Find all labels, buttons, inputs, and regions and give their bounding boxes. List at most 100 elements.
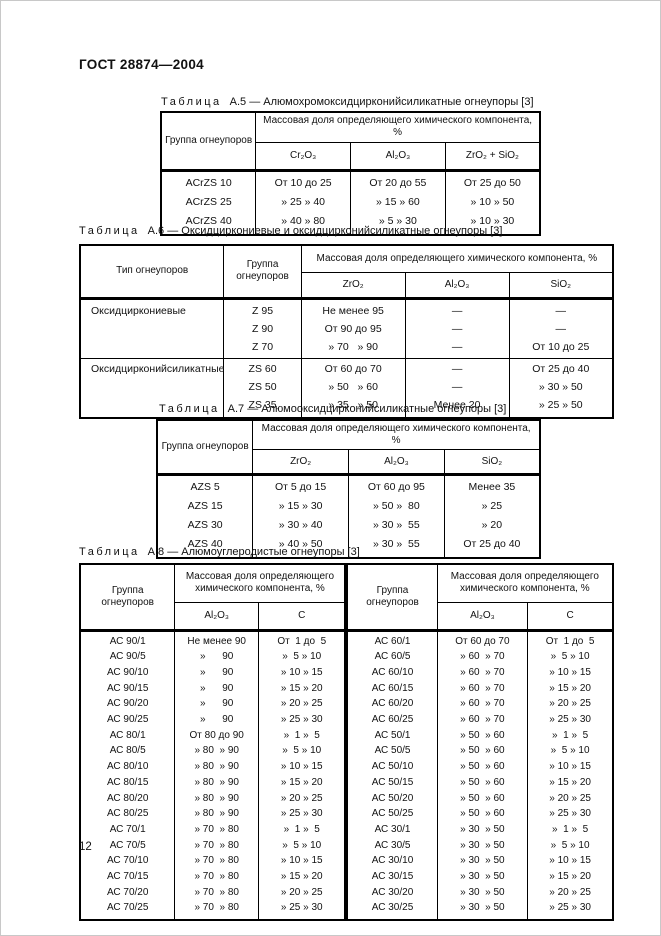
table-cell: » 25 » 30 — [527, 712, 614, 728]
column-header-type: Тип огнеупоров — [79, 244, 225, 299]
table-a5-title: Таблица А.5 — Алюмохромоксидцирконийсилик… — [161, 96, 534, 108]
column-header-al2o3: Al₂O₃ — [404, 271, 510, 299]
table-row: АС 90/15» 90» 15 » 20 АС 60/15» 60 » 70» … — [79, 680, 614, 697]
column-header-group-left: Группа огнеупоров — [79, 563, 176, 631]
table-cell: » 25 » 40 — [255, 192, 351, 212]
table-cell: AZS 40 — [156, 535, 254, 558]
table-cell: АС 50/1 — [344, 727, 438, 744]
table-row: ZS 50» 50 » 60—» 30 » 50 — [79, 377, 614, 396]
table-cell: » 20 » 25 — [527, 696, 614, 713]
table-cell: АС 80/20 — [79, 790, 176, 807]
table-row: AZS 15» 15 » 30» 50 » 80» 25 — [156, 497, 541, 516]
table-cell: » 70 » 80 — [174, 821, 260, 838]
table-cell: » 15 » 30 — [252, 497, 349, 516]
table-cell: » 15 » 20 — [527, 869, 614, 885]
table-cell: » 80 » 90 — [174, 743, 260, 760]
table-cell: » 60 » 70 — [436, 649, 529, 665]
table-cell: » 1 » 5 — [527, 821, 614, 838]
table-cell: ACrZS 25 — [160, 192, 257, 212]
table-cell: АС 70/5 — [79, 837, 176, 854]
table-cell: » 25 » 30 — [258, 806, 347, 822]
table-cell: » 50 » 80 — [348, 497, 445, 516]
table-cell: » 15 » 60 — [350, 192, 446, 212]
table-a7: Группа огнеупоров Массовая доля определя… — [156, 419, 541, 559]
table-cell: » 20 — [443, 516, 541, 535]
table-cell: От 10 до 25 — [255, 168, 351, 193]
table-cell: » 25 » 30 — [527, 806, 614, 822]
table-cell: — — [404, 296, 510, 320]
table-cell: » 10 » 15 — [527, 853, 614, 870]
table-cell: От 90 до 95 — [300, 319, 406, 338]
table-cell: Менее 20 — [404, 395, 510, 418]
column-header-cr2o3: Cr₂O₃ — [255, 141, 351, 171]
table-row: АС 70/25» 70 » 80» 25 » 30 АС 30/25» 30 »… — [79, 900, 614, 921]
table-cell: От 60 до 70 — [436, 628, 529, 650]
table-cell: » 80 » 90 — [174, 774, 260, 791]
table-row: Оксидциркониевые Z 95 Не менее 95— — — [79, 296, 614, 320]
table-cell: » 15 » 20 — [258, 869, 347, 885]
column-header-al2o3-left: Al₂O₃ — [174, 601, 260, 631]
table-cell: » 10 » 15 — [258, 664, 347, 681]
table-cell: Z 95 — [223, 296, 302, 320]
table-row: АС 70/5» 70 » 80» 5 » 10 АС 30/5» 30 » 50… — [79, 837, 614, 854]
table-cell: » 30 » 50 — [436, 900, 529, 921]
table-cell: » 80 » 90 — [174, 759, 260, 775]
table-cell: Не менее 90 — [174, 628, 260, 650]
table-cell: » 1 » 5 — [258, 727, 347, 744]
column-header-mass-fraction-right: Массовая доля определяющего химического … — [436, 563, 614, 603]
table-a6-title: Таблица А.6 — Оксидциркониевые и оксидцир… — [79, 225, 502, 237]
table-cell: АС 60/25 — [344, 712, 438, 728]
table-row: АС 80/20» 80 » 90» 20 » 25 АС 50/20» 50 »… — [79, 790, 614, 807]
table-cell: Менее 35 — [443, 473, 541, 497]
table-cell: » 30 » 40 — [252, 516, 349, 535]
table-cell: Оксидцирконийсиликатные — [79, 357, 224, 378]
table-cell: » 10 » 50 — [444, 192, 541, 212]
table-cell: От 10 до 25 — [508, 337, 614, 358]
column-header-zro2-sio2: ZrO₂ + SiO₂ — [444, 141, 541, 171]
table-cell: » 10 » 30 — [444, 211, 541, 235]
table-cell: АС 50/20 — [344, 790, 438, 807]
table-cell: » 50 » 60 — [436, 806, 529, 822]
table-a6-title-text: А.6 — Оксидциркониевые и оксидцирконийси… — [147, 225, 503, 237]
table-cell: » 15 » 20 — [258, 680, 347, 697]
table-cell: » 80 » 90 — [174, 790, 260, 807]
column-header-sio2: SiO₂ — [508, 271, 614, 299]
page-number: 12 — [79, 841, 92, 853]
table-cell: » 15 » 20 — [258, 774, 347, 791]
table-cell: » 20 » 25 — [527, 884, 614, 901]
table-cell: АС 30/15 — [344, 869, 438, 885]
table-cell: » 60 » 70 — [436, 696, 529, 713]
table-cell: » 20 » 25 — [527, 790, 614, 807]
column-header-group: Группа огнеупоров — [156, 419, 254, 475]
column-header-zro2: ZrO₂ — [252, 449, 349, 475]
table-cell: АС 30/5 — [344, 837, 438, 854]
table-cell: АС 60/5 — [344, 649, 438, 665]
table-cell: АС 30/10 — [344, 853, 438, 870]
table-cell: АС 80/10 — [79, 759, 176, 775]
doc-number: ГОСТ 28874—2004 — [79, 57, 204, 72]
table-cell: » 30 » 50 — [436, 884, 529, 901]
table-cell: — — [404, 377, 510, 396]
table-cell: » 70 » 80 — [174, 837, 260, 854]
column-header-al2o3: Al₂O₃ — [350, 141, 446, 171]
table-cell: » 30 » 55 — [348, 516, 445, 535]
table-a7-title: Таблица А.7 — Алюмооксидцирконийсиликатны… — [159, 403, 506, 415]
table-cell: » 70 » 80 — [174, 900, 260, 921]
table-row: ACrZS 10 От 10 до 25 От 20 до 55 От 25 до 5… — [160, 168, 541, 193]
table-cell: От 60 до 95 — [348, 473, 445, 497]
table-cell: » 50 » 60 — [436, 774, 529, 791]
table-cell: От 25 до 40 — [443, 535, 541, 558]
table-cell: » 60 » 70 — [436, 664, 529, 681]
table-row: АС 80/10» 80 » 90» 10 » 15 АС 50/10» 50 »… — [79, 759, 614, 775]
table-cell — [79, 319, 225, 338]
table-cell: АС 50/15 — [344, 774, 438, 791]
column-header-mass-fraction: Массовая доля определяющего химического … — [255, 111, 541, 143]
table-cell: АС 70/15 — [79, 869, 176, 885]
table-cell: » 90 — [174, 649, 260, 665]
table-cell: От 1 до 5 — [258, 628, 347, 650]
table-a8: Группа огнеупоров Массовая доля определя… — [79, 563, 614, 922]
table-cell: » 25 » 30 — [527, 900, 614, 921]
table-row: АС 70/15» 70 » 80» 15 » 20 АС 30/15» 30 »… — [79, 869, 614, 885]
table-cell: » 35 » 50 — [300, 395, 406, 418]
table-cell: АС 70/10 — [79, 853, 176, 870]
